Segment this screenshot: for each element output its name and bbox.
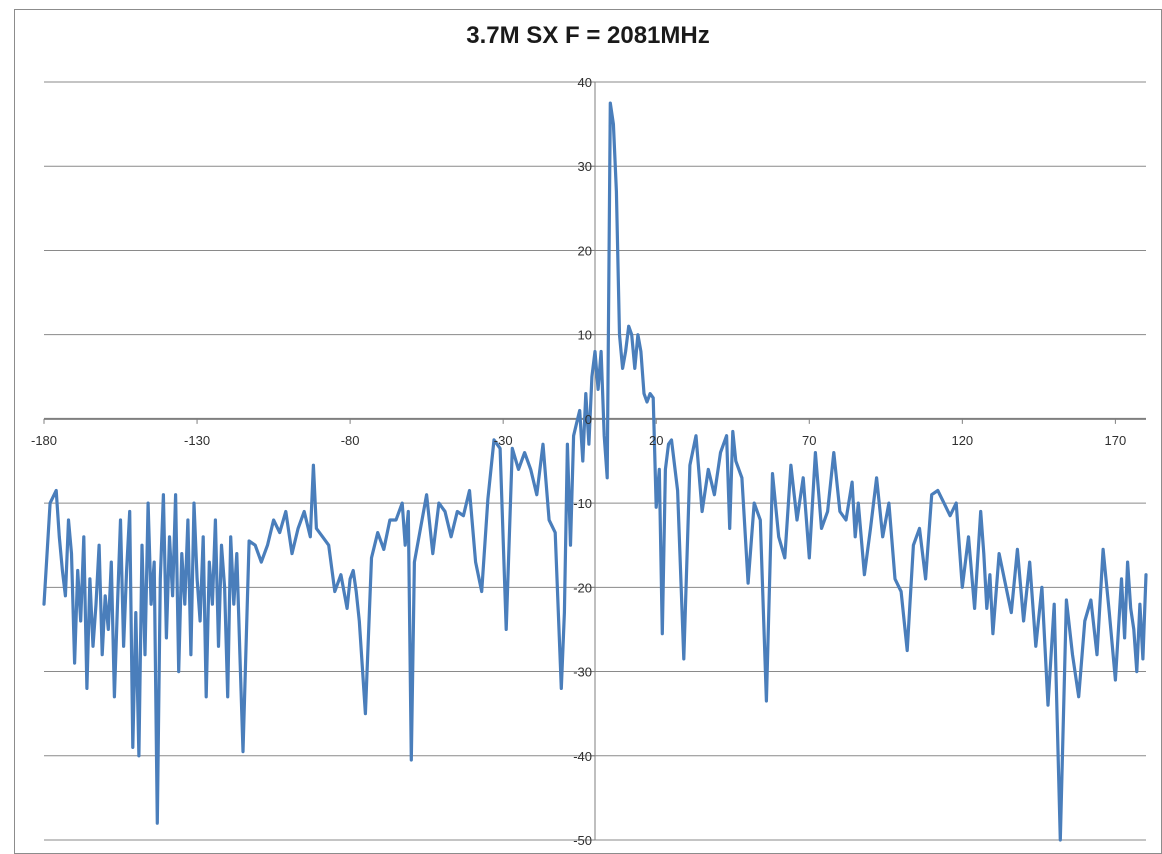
y-tick-label: 10 <box>578 328 592 343</box>
y-tick-label: 30 <box>578 159 592 174</box>
tick-label-layer: 40 30 20 10 0 -10 -20 -30 -40 -50 -180 -130 -80 -30 20… <box>31 75 1126 848</box>
y-tick-label: -20 <box>573 580 592 595</box>
y-tick-label: -10 <box>573 496 592 511</box>
y-tick-label: -40 <box>573 749 592 764</box>
series-line <box>42 101 1148 842</box>
y-tick-label: -30 <box>573 665 592 680</box>
series-layer <box>42 101 1148 842</box>
y-tick-label: 20 <box>578 243 592 258</box>
y-tick-label: 0 <box>585 412 592 427</box>
x-tick-label: -180 <box>31 433 57 448</box>
x-tick-label: -30 <box>494 433 513 448</box>
x-tick-label: 70 <box>802 433 816 448</box>
chart-title: 3.7M SX F = 2081MHz <box>466 22 710 49</box>
x-tick-label: 20 <box>649 433 663 448</box>
x-tick-label: 170 <box>1105 433 1127 448</box>
axis-layer <box>43 81 1146 841</box>
x-tick-label: 120 <box>951 433 973 448</box>
x-tick-label: -130 <box>184 433 210 448</box>
x-tick-label: -80 <box>341 433 360 448</box>
y-tick-label: 40 <box>578 75 592 90</box>
y-tick-label: -50 <box>573 833 592 848</box>
